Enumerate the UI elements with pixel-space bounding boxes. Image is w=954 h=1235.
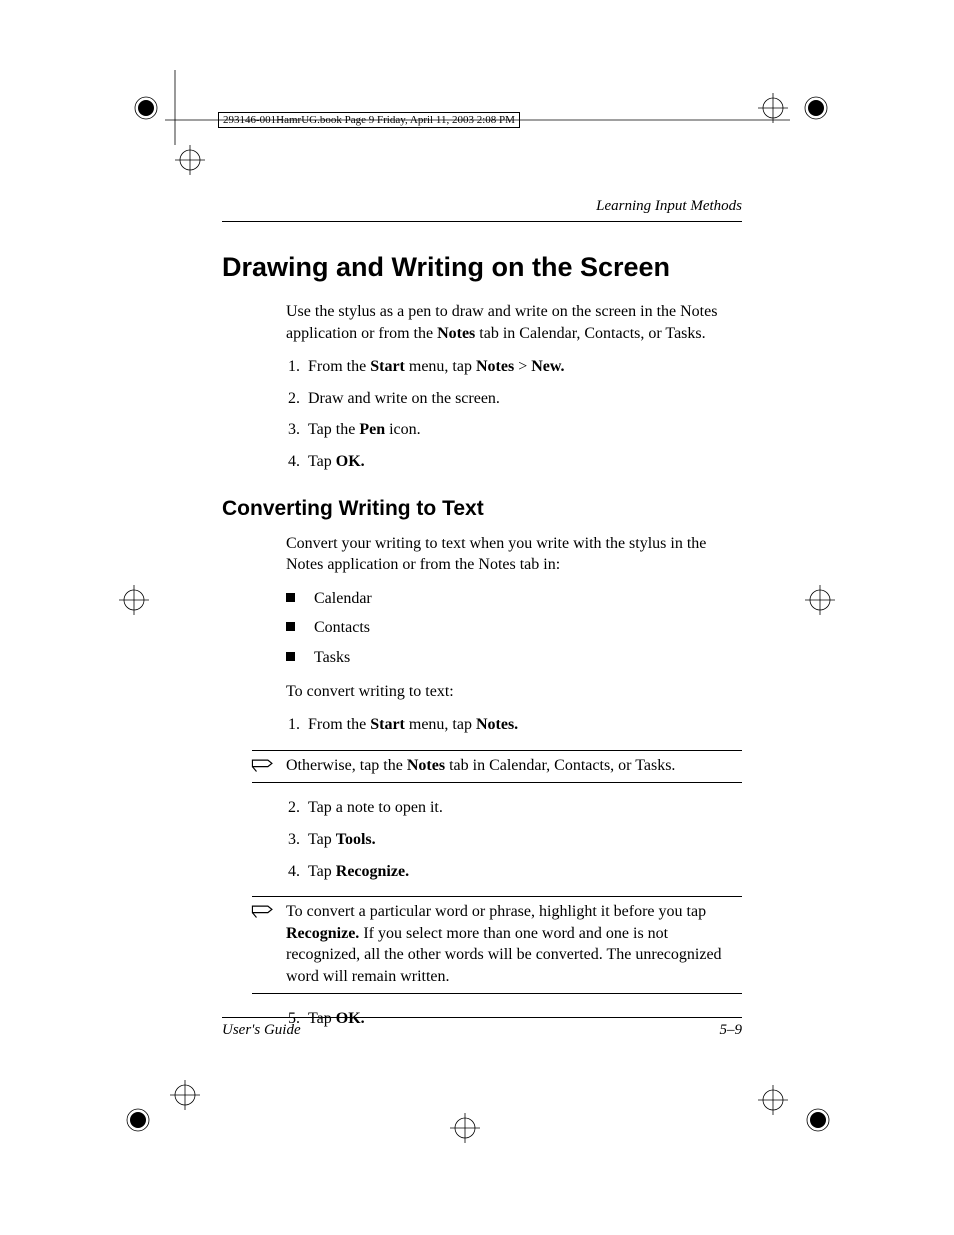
bold-text: Notes <box>437 325 475 342</box>
text: icon. <box>385 421 421 438</box>
text: Tap <box>308 831 336 848</box>
text: From the <box>308 716 370 733</box>
intro-paragraph-1: Use the stylus as a pen to draw and writ… <box>286 301 742 473</box>
step-item: From the Start menu, tap Notes > New. <box>304 356 742 378</box>
text: > <box>514 358 531 375</box>
footer-rule <box>222 1017 742 1018</box>
running-header: Learning Input Methods <box>222 198 742 215</box>
bold-text: Start <box>370 716 405 733</box>
text: menu, tap <box>405 358 476 375</box>
step-item: Tap Tools. <box>304 829 742 851</box>
book-meta-line: 293146-001HamrUG.book Page 9 Friday, Apr… <box>218 112 520 128</box>
bold-text: OK. <box>336 453 365 470</box>
heading-2: Converting Writing to Text <box>222 497 742 521</box>
page-content: 293146-001HamrUG.book Page 9 Friday, Apr… <box>222 110 742 1040</box>
bullet-item: Contacts <box>286 617 742 639</box>
intro-paragraph-2: Convert your writing to text when you wr… <box>286 533 742 576</box>
text: tab in Calendar, Contacts, or Tasks. <box>475 325 705 342</box>
step-item: Tap OK. <box>304 451 742 473</box>
text: menu, tap <box>405 716 476 733</box>
bold-text: New. <box>531 358 564 375</box>
text: From the <box>308 358 370 375</box>
page-footer: User's Guide 5–9 <box>222 1017 742 1039</box>
footer-page-number: 5–9 <box>720 1022 743 1039</box>
ordered-steps-2b: Tap a note to open it. Tap Tools. Tap Re… <box>286 797 742 882</box>
text: tab in Calendar, Contacts, or Tasks. <box>445 757 675 774</box>
step-item: Tap Recognize. <box>304 861 742 883</box>
step-item: Tap the Pen icon. <box>304 419 742 441</box>
ordered-steps-1: From the Start menu, tap Notes > New. Dr… <box>286 356 742 472</box>
bold-text: Notes. <box>476 716 518 733</box>
text: Tap the <box>308 421 359 438</box>
ordered-steps-2a: From the Start menu, tap Notes. <box>286 714 742 736</box>
bold-text: Notes <box>407 757 445 774</box>
bold-text: Start <box>370 358 405 375</box>
note-callout-2: To convert a particular word or phrase, … <box>252 896 742 994</box>
note-callout-1: Otherwise, tap the Notes tab in Calendar… <box>252 750 742 784</box>
pencil-icon <box>250 901 276 921</box>
text: To convert a particular word or phrase, … <box>286 903 706 920</box>
heading-1: Drawing and Writing on the Screen <box>222 252 742 283</box>
step-item: From the Start menu, tap Notes. <box>304 714 742 736</box>
text: Tap <box>308 863 336 880</box>
text: Tap <box>308 453 336 470</box>
text: Otherwise, tap the <box>286 757 407 774</box>
footer-left-text: User's Guide <box>222 1022 301 1039</box>
lead-in-text: To convert writing to text: <box>286 681 742 703</box>
bold-text: Pen <box>359 421 385 438</box>
bold-text: Recognize. <box>286 925 359 942</box>
step-item: Draw and write on the screen. <box>304 388 742 410</box>
bullet-list: Calendar Contacts Tasks <box>286 588 742 669</box>
bullet-item: Calendar <box>286 588 742 610</box>
pencil-icon <box>250 755 276 775</box>
bullet-item: Tasks <box>286 647 742 669</box>
bold-text: Recognize. <box>336 863 409 880</box>
step-item: Tap a note to open it. <box>304 797 742 819</box>
header-rule <box>222 221 742 222</box>
bold-text: Tools. <box>336 831 376 848</box>
bold-text: Notes <box>476 358 514 375</box>
